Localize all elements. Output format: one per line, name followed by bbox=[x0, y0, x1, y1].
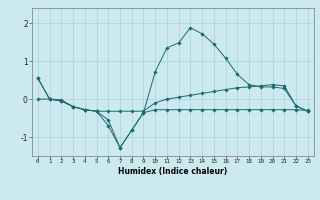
X-axis label: Humidex (Indice chaleur): Humidex (Indice chaleur) bbox=[118, 167, 228, 176]
